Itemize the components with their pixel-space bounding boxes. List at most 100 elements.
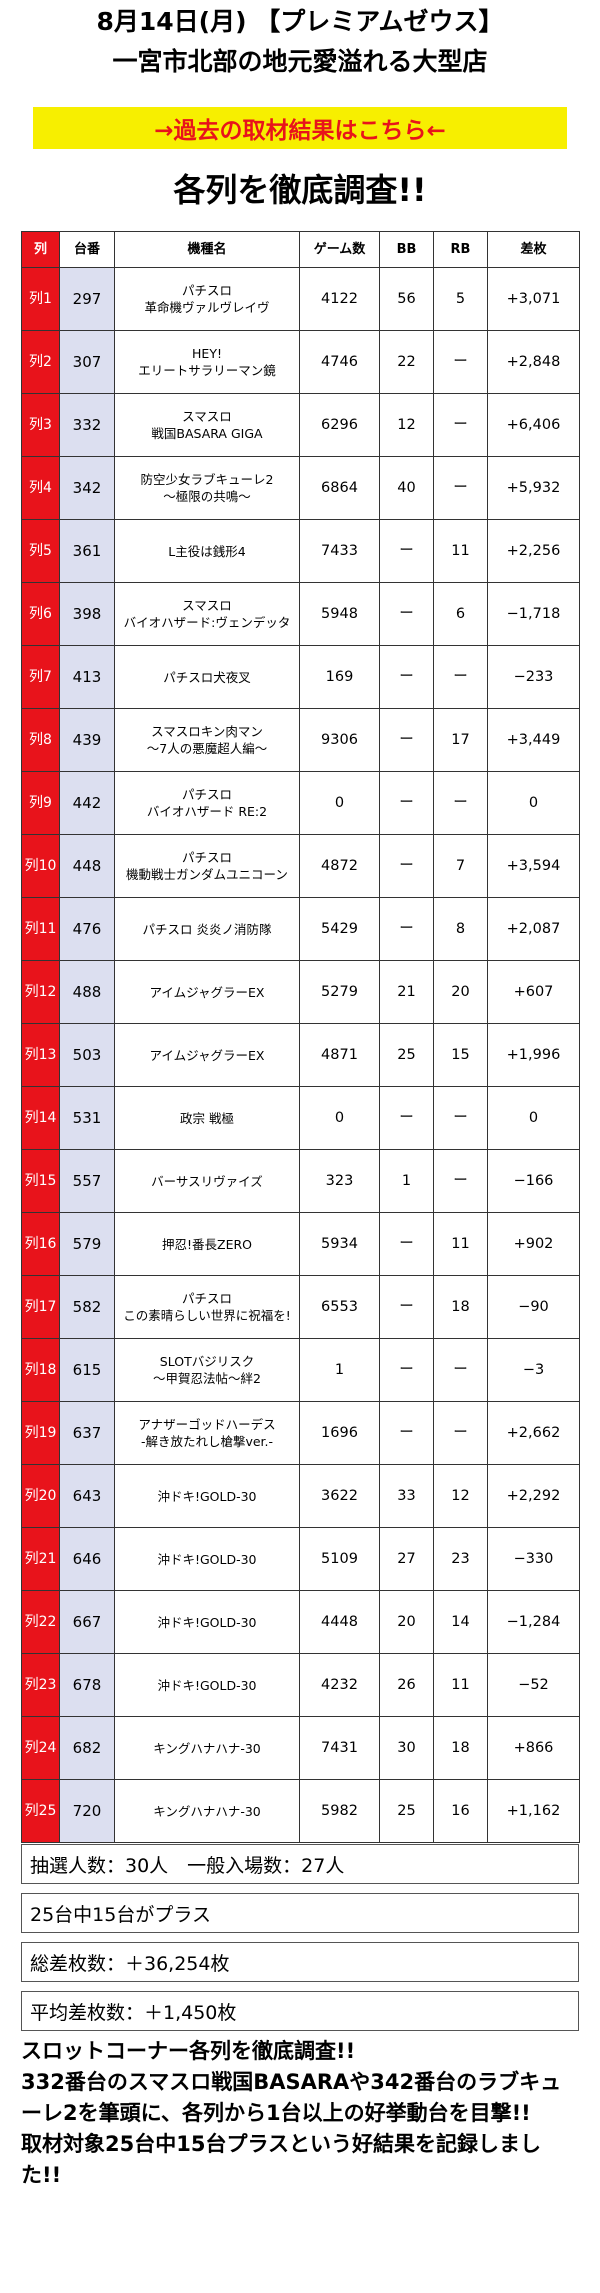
past-results-link[interactable]: →過去の取材結果はこちら← <box>33 107 567 149</box>
games-cell: 3622 <box>299 1464 380 1528</box>
retsu-cell: 列2 <box>21 330 60 394</box>
bb-cell: 26 <box>379 1653 434 1717</box>
table-row: 列23 678 沖ドキ!GOLD-30 4232 26 11 −52 <box>21 1653 580 1717</box>
model-name-line: 〜極限の共鳴〜 <box>163 489 251 504</box>
games-cell: 4232 <box>299 1653 380 1717</box>
daiban-cell: 682 <box>59 1716 115 1780</box>
daiban-cell: 615 <box>59 1338 115 1402</box>
table-row: 列14 531 政宗 戦極 0 ーー 0 <box>21 1086 580 1150</box>
rb-cell: 12 <box>433 1464 488 1528</box>
model-name-line: パチスロ <box>181 283 232 298</box>
games-cell: 323 <box>299 1149 380 1213</box>
diff-cell: +607 <box>487 960 580 1024</box>
bb-cell: 56 <box>379 267 434 331</box>
table-row: 列8 439 スマスロキン肉マン 〜7人の悪魔超人編〜 9306 ー 17 +3,449 <box>21 708 580 772</box>
games-cell: 6553 <box>299 1275 380 1339</box>
bb-cell: ー <box>379 834 434 898</box>
rb-cell: 18 <box>433 1275 488 1339</box>
table-row: 列16 579 押忍!番長ZERO 5934 ー 11 +902 <box>21 1212 580 1276</box>
store-subtitle: 一宮市北部の地元愛溢れる大型店 <box>112 47 488 76</box>
diff-cell: +6,406 <box>487 393 580 457</box>
bb-cell: 12 <box>379 393 434 457</box>
retsu-cell: 列25 <box>21 1779 60 1843</box>
games-cell: 5934 <box>299 1212 380 1276</box>
daiban-cell: 476 <box>59 897 115 961</box>
table-row: 列25 720 キングハナハナ-30 5982 25 16 +1,162 <box>21 1779 580 1843</box>
model-name-line: スマスロ <box>182 598 232 613</box>
bb-cell: ー <box>379 519 434 583</box>
daiban-cell: 439 <box>59 708 115 772</box>
retsu-cell: 列6 <box>21 582 60 646</box>
diff-cell: 0 <box>487 771 580 835</box>
bb-cell: ー <box>379 1086 434 1150</box>
rb-cell: 14 <box>433 1590 488 1654</box>
games-cell: 6296 <box>299 393 380 457</box>
table-row: 列2 307 HEY! エリートサラリーマン鏡 4746 22 ー +2,848 <box>21 330 580 394</box>
table-row: 列11 476 パチスロ 炎炎ノ消防隊 5429 ー 8 +2,087 <box>21 897 580 961</box>
rb-cell: ー <box>433 330 488 394</box>
diff-cell: −233 <box>487 645 580 709</box>
retsu-cell: 列14 <box>21 1086 60 1150</box>
model-cell: 防空少女ラブキューレ2 〜極限の共鳴〜 <box>114 456 300 520</box>
daiban-cell: 342 <box>59 456 115 520</box>
model-name-line: キングハナハナ-30 <box>153 1803 261 1819</box>
retsu-cell: 列17 <box>21 1275 60 1339</box>
model-cell: パチスロ革命機ヴァルヴレイヴ <box>114 267 300 331</box>
model-name-line: アナザーゴッドハーデス <box>138 1417 276 1432</box>
table-row: 列21 646 沖ドキ!GOLD-30 5109 27 23 −330 <box>21 1527 580 1591</box>
diff-cell: −166 <box>487 1149 580 1213</box>
daiban-cell: 720 <box>59 1779 115 1843</box>
rb-cell: 16 <box>433 1779 488 1843</box>
description-line: 332番台のスマスロ戦国BASARAや342番台のラブキューレ2を筆頭に、各列か… <box>21 2070 562 2125</box>
table-row: 列3 332 スマスロ 戦国BASARA GIGA 6296 12 ー +6,406 <box>21 393 580 457</box>
rb-cell: ー <box>433 1086 488 1150</box>
model-name-line: スマスロ <box>182 409 232 424</box>
games-cell: 0 <box>299 1086 380 1150</box>
games-cell: 4122 <box>299 267 380 331</box>
results-table: 列 台番 機種名 ゲーム数 BB RB 差枚 列1 297 パチスロ 革命機ヴァルヴレ… <box>21 231 580 1843</box>
table-row: 列22 667 沖ドキ!GOLD-30 4448 20 14 −1,284 <box>21 1590 580 1654</box>
model-cell: スマスロ 戦国BASARA GIGA <box>114 393 300 457</box>
model-name-line: 政宗 戦極 <box>180 1110 234 1126</box>
table-row: 列4 342 防空少女ラブキューレ2 〜極限の共鳴〜 6864 40 ー +5,932 <box>21 456 580 520</box>
rb-cell: 18 <box>433 1716 488 1780</box>
table-row: 列17 582 パチスロ この素晴らしい世界に祝福を! 6553 ー 18 −90 <box>21 1275 580 1339</box>
retsu-cell: 列5 <box>21 519 60 583</box>
model-name-line: アイムジャグラーEX <box>149 984 265 1000</box>
diff-cell: +2,292 <box>487 1464 580 1528</box>
diff-cell: −90 <box>487 1275 580 1339</box>
diff-cell: +3,071 <box>487 267 580 331</box>
bb-cell: ー <box>379 1338 434 1402</box>
model-cell: パチスロ この素晴らしい世界に祝福を! <box>114 1275 300 1339</box>
table-header-row: 列 台番 機種名 ゲーム数 BB RB 差枚 <box>21 231 580 268</box>
rb-cell: ー <box>433 1149 488 1213</box>
model-name-line: 革命機ヴァルヴレイヴ <box>144 300 270 315</box>
model-cell: スマスロキン肉マン 〜7人の悪魔超人編〜 <box>114 708 300 772</box>
model-name-line: 沖ドキ!GOLD-30 <box>157 1677 257 1693</box>
column-header-diff: 差枚 <box>487 231 580 268</box>
model-cell: 押忍!番長ZERO <box>114 1212 300 1276</box>
model-cell: アイムジャグラーEX <box>114 1023 300 1087</box>
diff-cell: +2,256 <box>487 519 580 583</box>
daiban-cell: 579 <box>59 1212 115 1276</box>
games-cell: 4871 <box>299 1023 380 1087</box>
bb-cell: ー <box>379 582 434 646</box>
rb-cell: 6 <box>433 582 488 646</box>
diff-cell: −3 <box>487 1338 580 1402</box>
total-diff-summary: 総差枚数：＋36,254枚 <box>21 1942 579 1982</box>
rb-cell: ー <box>433 456 488 520</box>
model-cell: L主役は銭形4 <box>114 519 300 583</box>
table-row: 列18 615 SLOTバジリスク 〜甲賀忍法帖〜絆2 1 ーー −3 <box>21 1338 580 1402</box>
daiban-cell: 531 <box>59 1086 115 1150</box>
entrants-summary: 抽選人数：30人 一般入場数：27人 <box>21 1844 579 1884</box>
model-name-line: 沖ドキ!GOLD-30 <box>157 1614 257 1630</box>
model-cell: パチスロ犬夜叉 <box>114 645 300 709</box>
diff-cell: +902 <box>487 1212 580 1276</box>
games-cell: 1 <box>299 1338 380 1402</box>
diff-cell: −1,284 <box>487 1590 580 1654</box>
diff-cell: +1,162 <box>487 1779 580 1843</box>
model-name-line: 押忍!番長ZERO <box>162 1236 252 1252</box>
retsu-cell: 列15 <box>21 1149 60 1213</box>
model-name-line: バーサスリヴァイズ <box>151 1173 263 1189</box>
model-cell: バーサスリヴァイズ <box>114 1149 300 1213</box>
